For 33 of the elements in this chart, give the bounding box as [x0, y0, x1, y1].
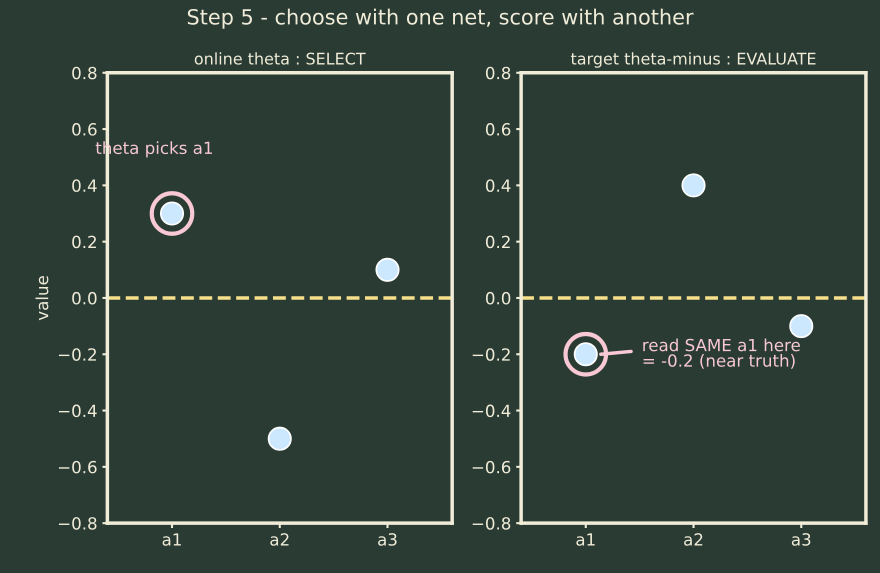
chart-title: target theta-minus : EVALUATE	[570, 52, 816, 68]
x-tick-label: a3	[378, 533, 397, 546]
y-tick-label: 0.4	[486, 179, 510, 192]
annotation: read SAME a1 here = -0.2 (near truth)	[643, 338, 800, 369]
y-tick-label: −0.8	[472, 517, 510, 530]
x-tick-label: a2	[270, 533, 288, 546]
point	[375, 258, 400, 282]
y-tick-label: −0.6	[58, 460, 97, 474]
x-tick-label: a3	[792, 533, 810, 546]
y-tick-label: 0.2	[72, 236, 96, 248]
point	[789, 314, 814, 338]
y-tick-label: −0.4	[472, 404, 510, 418]
x-tick-label: a1	[162, 533, 181, 546]
y-tick-label: −0.6	[472, 460, 510, 474]
y-tick-label: 0.6	[72, 123, 97, 136]
y-tick-label: −0.4	[58, 404, 97, 418]
y-tick-label: 0.8	[72, 66, 96, 80]
y-tick-label: 0.8	[486, 66, 510, 80]
x-tick-label: a1	[576, 533, 595, 546]
y-tick-label: 0.6	[486, 123, 510, 136]
y-tick-label: −0.2	[472, 348, 510, 361]
point	[681, 173, 706, 198]
y-tick-label: 0.0	[72, 292, 97, 305]
y-tick-label: 0.0	[486, 292, 510, 305]
y-tick-label: −0.2	[58, 348, 96, 361]
x-tick-label: a2	[684, 533, 702, 546]
y-tick-label: −0.8	[58, 517, 96, 530]
text: Step 5 - choose with one net, score with another	[188, 8, 694, 29]
y-tick-label: 0.4	[72, 179, 97, 192]
point	[268, 426, 292, 451]
y-tick-label: 0.2	[486, 236, 510, 248]
y-axis-title: value	[35, 276, 48, 320]
chart-title: online theta : SELECT	[194, 52, 366, 65]
